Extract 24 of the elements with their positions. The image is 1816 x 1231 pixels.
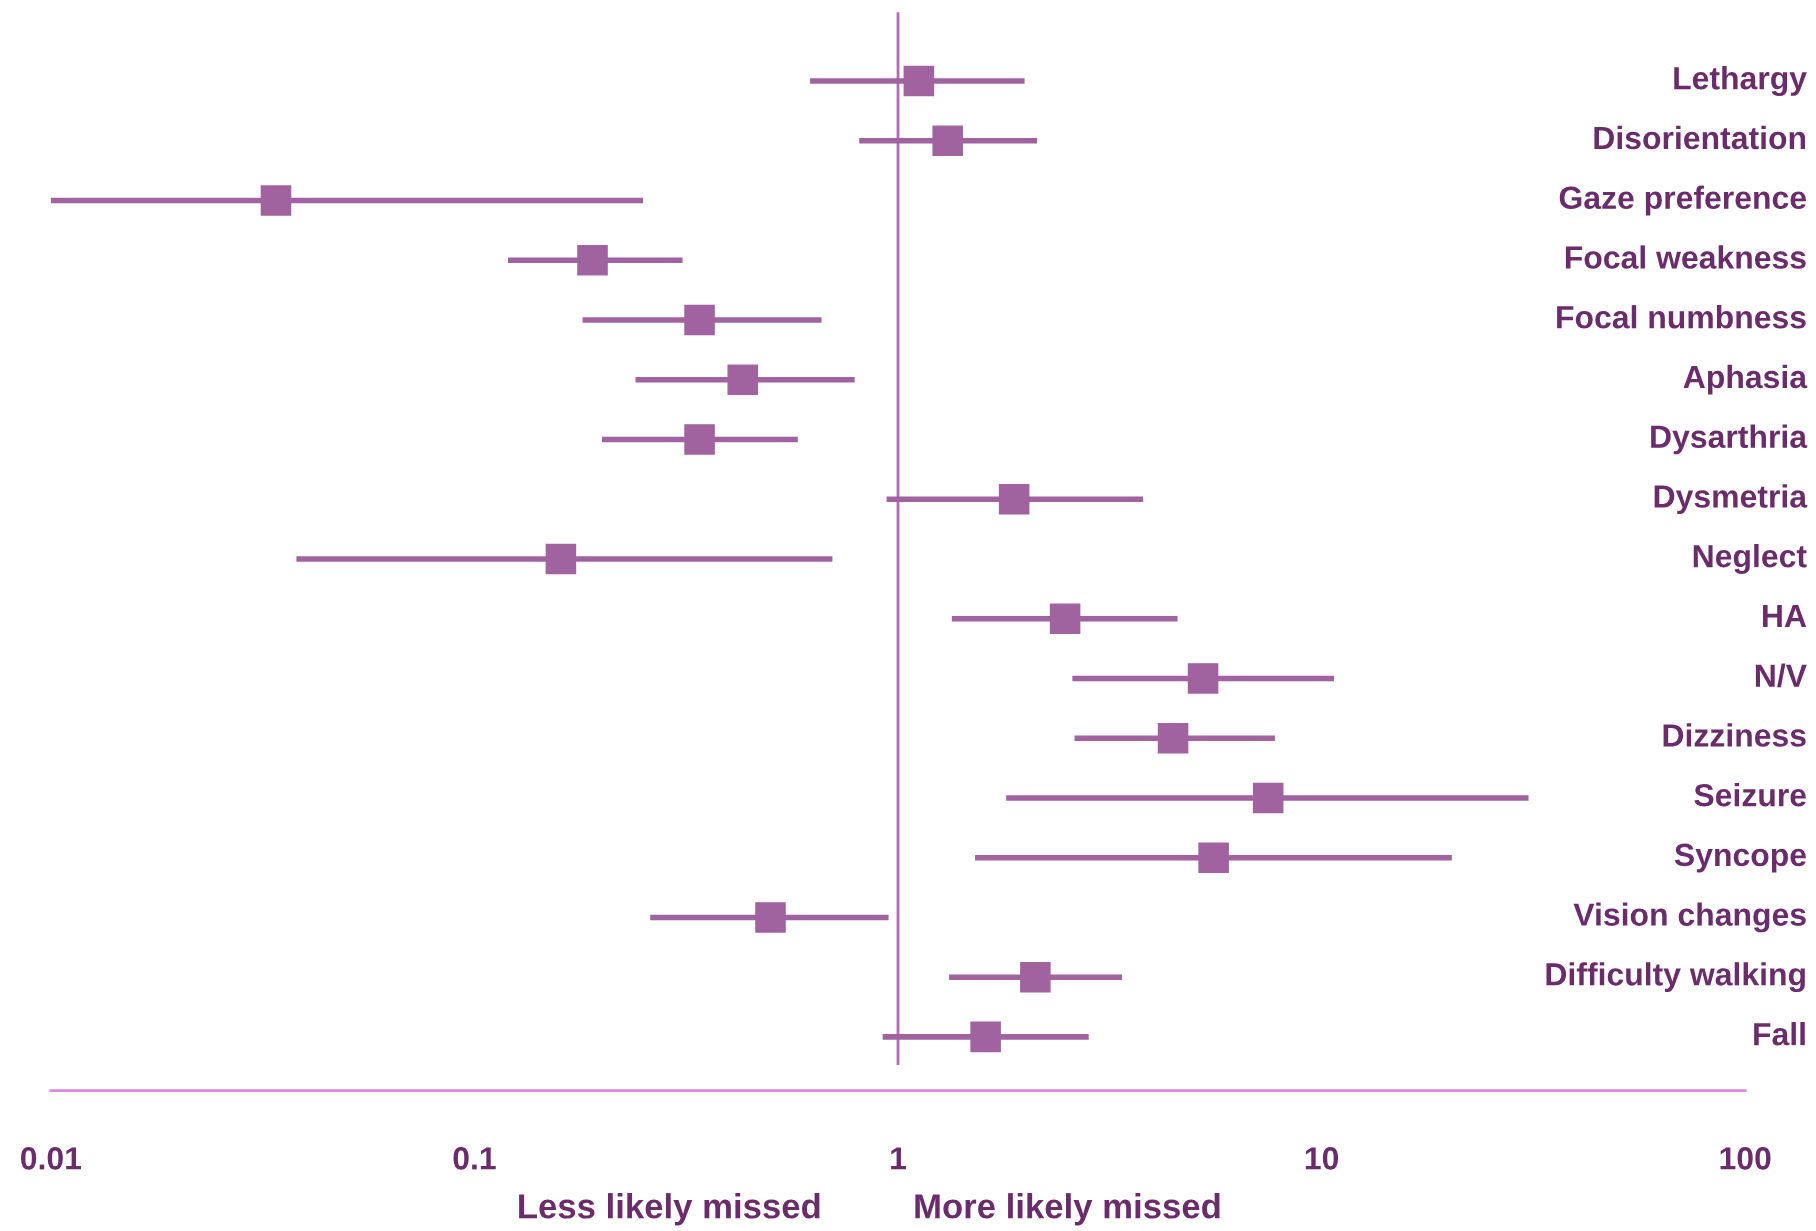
x-tick-label: 0.1 (453, 1147, 496, 1170)
y-tick-label: Dysmetria (1654, 484, 1808, 515)
x-tick-label: 10 (1305, 1147, 1339, 1170)
y-tick-label: Aphasia (1683, 364, 1808, 395)
x-tick-label: 100 (1720, 1147, 1771, 1170)
y-tick-label: Gaze preference (1559, 185, 1806, 216)
x-tick-label: 1 (891, 1147, 907, 1170)
y-tick-label: Neglect (1693, 544, 1807, 574)
y-tick-label: Focal weakness (1565, 245, 1806, 269)
y-tick-label: Lethargy (1674, 66, 1807, 96)
y-tick-label: Disorientation (1594, 125, 1806, 150)
y-tick-label: Seizure (1694, 783, 1806, 807)
y-tick-label: HA (1763, 604, 1807, 627)
y-tick-label: Dizziness (1663, 723, 1806, 747)
y-tick-label: Vision changes (1573, 902, 1806, 933)
y-tick-label: Difficulty walking (1546, 962, 1805, 993)
x-tick-label: 0.01 (21, 1147, 82, 1170)
y-tick-label: Focal numbness (1557, 305, 1806, 329)
text: Less likely missed (519, 1193, 820, 1226)
y-tick-label: Syncope (1674, 843, 1806, 873)
y-tick-label: N/V (1755, 663, 1807, 688)
text: More likely missed (915, 1193, 1220, 1226)
y-tick-label: Dysarthria (1651, 424, 1808, 455)
y-tick-label: Fall (1754, 1022, 1805, 1046)
